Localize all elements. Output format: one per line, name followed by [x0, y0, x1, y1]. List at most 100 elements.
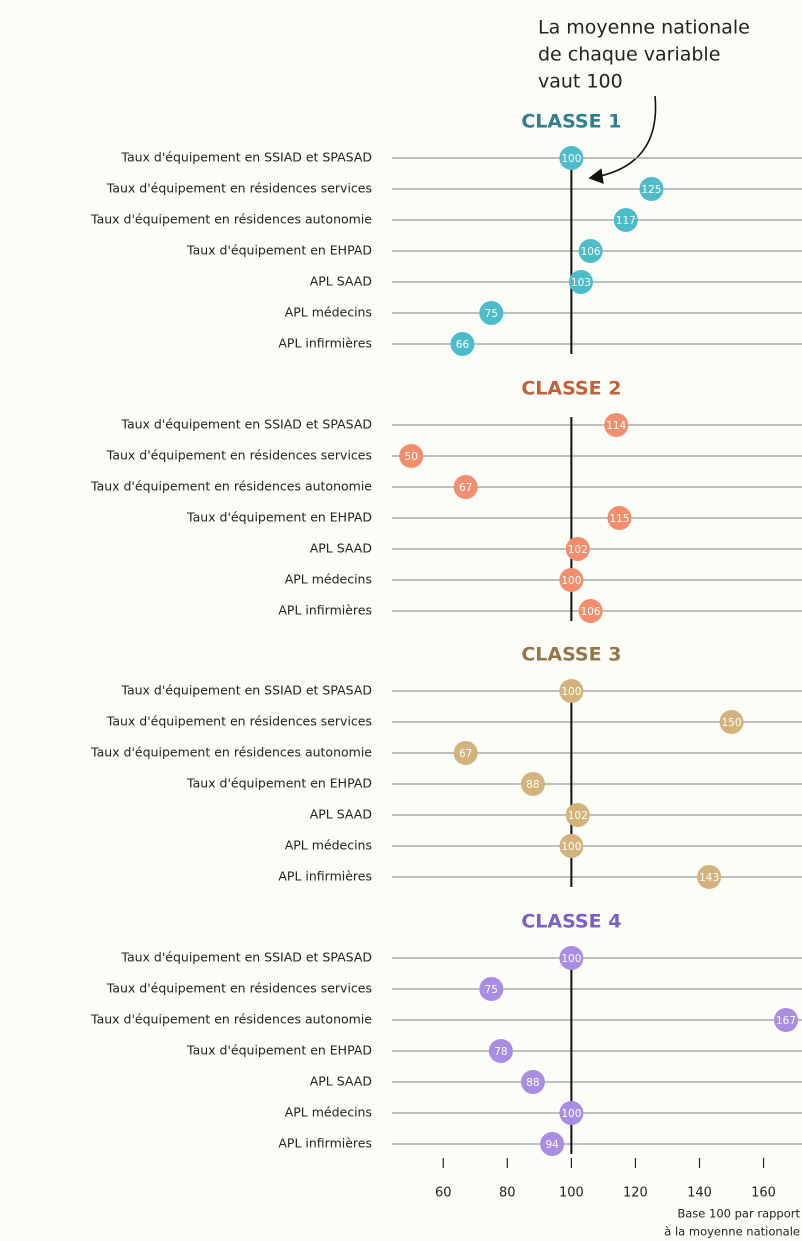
- panel-title: CLASSE 3: [521, 644, 621, 666]
- annotation: La moyenne nationale: [538, 17, 750, 39]
- data-label: 102: [568, 544, 588, 556]
- category-label: Taux d'équipement en résidences services: [106, 448, 372, 463]
- x-tick-label: 120: [623, 1186, 648, 1201]
- dot: [697, 865, 722, 889]
- x-axis-label: à la moyenne nationale: [664, 1225, 800, 1239]
- dot: [559, 834, 584, 858]
- data-label: 143: [699, 872, 719, 884]
- dot: [565, 537, 590, 561]
- category-label: APL infirmières: [278, 869, 372, 884]
- dot: [604, 413, 629, 437]
- data-label: 67: [459, 748, 472, 760]
- category-label: APL SAAD: [310, 1074, 372, 1089]
- dot: [613, 208, 638, 232]
- category-label: Taux d'équipement en EHPAD: [186, 1043, 372, 1058]
- category-label: APL SAAD: [310, 541, 372, 556]
- dot: [479, 977, 504, 1001]
- dot: [450, 332, 475, 356]
- dot: [479, 301, 504, 325]
- dot: [607, 506, 632, 530]
- dot: [453, 741, 478, 765]
- panel-title: CLASSE 4: [521, 911, 621, 933]
- data-label: 114: [606, 420, 626, 432]
- data-label: 100: [561, 575, 581, 587]
- category-label: Taux d'équipement en SSIAD et SPASAD: [120, 150, 372, 165]
- category-label: Taux d'équipement en EHPAD: [186, 776, 372, 791]
- data-label: 103: [571, 277, 591, 289]
- dot: [520, 1070, 545, 1094]
- data-label: 150: [722, 717, 742, 729]
- data-label: 100: [561, 841, 581, 853]
- dot: [565, 803, 590, 827]
- category-label: Taux d'équipement en résidences autonomi…: [90, 212, 372, 227]
- annotation: vaut 100: [538, 71, 623, 93]
- category-label: Taux d'équipement en SSIAD et SPASAD: [120, 417, 372, 432]
- dot: [578, 599, 603, 623]
- dot: [540, 1132, 565, 1156]
- category-label: Taux d'équipement en SSIAD et SPASAD: [120, 683, 372, 698]
- data-label: 100: [561, 153, 581, 165]
- dot: [559, 146, 584, 170]
- data-label: 75: [485, 984, 498, 996]
- data-label: 78: [494, 1046, 507, 1058]
- data-label: 94: [545, 1139, 559, 1151]
- category-label: APL médecins: [285, 305, 372, 320]
- category-label: APL médecins: [285, 572, 372, 587]
- category-label: Taux d'équipement en résidences services: [106, 981, 372, 996]
- annotation-arrow: [588, 95, 657, 185]
- category-label: Taux d'équipement en résidences autonomi…: [90, 479, 372, 494]
- data-label: 115: [609, 513, 629, 525]
- annotation: de chaque variable: [538, 44, 720, 66]
- x-tick-label: 100: [559, 1186, 584, 1201]
- data-label: 102: [568, 810, 588, 822]
- category-label: APL infirmières: [278, 603, 372, 618]
- data-label: 100: [561, 1108, 581, 1120]
- panel-title: CLASSE 1: [521, 111, 621, 133]
- category-label: Taux d'équipement en EHPAD: [186, 510, 372, 525]
- category-label: Taux d'équipement en EHPAD: [186, 243, 372, 258]
- dot: [568, 270, 593, 294]
- x-tick-label: 140: [687, 1186, 712, 1201]
- category-label: APL infirmières: [278, 336, 372, 351]
- x-tick-label: 60: [435, 1186, 452, 1201]
- data-label: 88: [526, 1077, 539, 1089]
- x-axis-label: Base 100 par rapport: [677, 1207, 800, 1221]
- category-label: Taux d'équipement en résidences autonomi…: [90, 1012, 372, 1027]
- data-label: 125: [641, 184, 661, 196]
- dot: [453, 475, 478, 499]
- data-label: 75: [485, 308, 498, 320]
- data-label: 88: [526, 779, 539, 791]
- category-label: APL infirmières: [278, 1136, 372, 1151]
- dot: [520, 772, 545, 796]
- data-label: 100: [561, 953, 581, 965]
- dot: [719, 710, 744, 734]
- category-label: APL médecins: [285, 1105, 372, 1120]
- dot: [639, 177, 664, 201]
- category-label: Taux d'équipement en SSIAD et SPASAD: [120, 950, 372, 965]
- dot: [559, 946, 584, 970]
- dot: [488, 1039, 513, 1063]
- category-label: Taux d'équipement en résidences autonomi…: [90, 745, 372, 760]
- category-label: Taux d'équipement en résidences services: [106, 714, 372, 729]
- x-tick-label: 160: [751, 1186, 776, 1201]
- dot: [399, 444, 424, 468]
- x-tick-label: 80: [499, 1186, 516, 1201]
- data-label: 106: [581, 246, 601, 258]
- data-label: 66: [456, 339, 470, 351]
- category-label: APL SAAD: [310, 807, 372, 822]
- data-label: 106: [581, 606, 601, 618]
- dot: [559, 679, 584, 703]
- data-label: 117: [616, 215, 636, 227]
- dot: [559, 1101, 584, 1125]
- dot: [578, 239, 603, 263]
- panel-title: CLASSE 2: [521, 378, 621, 400]
- category-label: Taux d'équipement en résidences services: [106, 181, 372, 196]
- data-label: 100: [561, 686, 581, 698]
- dot: [559, 568, 584, 592]
- data-label: 167: [776, 1015, 796, 1027]
- data-label: 50: [405, 451, 418, 463]
- category-label: APL médecins: [285, 838, 372, 853]
- dot: [773, 1008, 798, 1032]
- category-label: APL SAAD: [310, 274, 372, 289]
